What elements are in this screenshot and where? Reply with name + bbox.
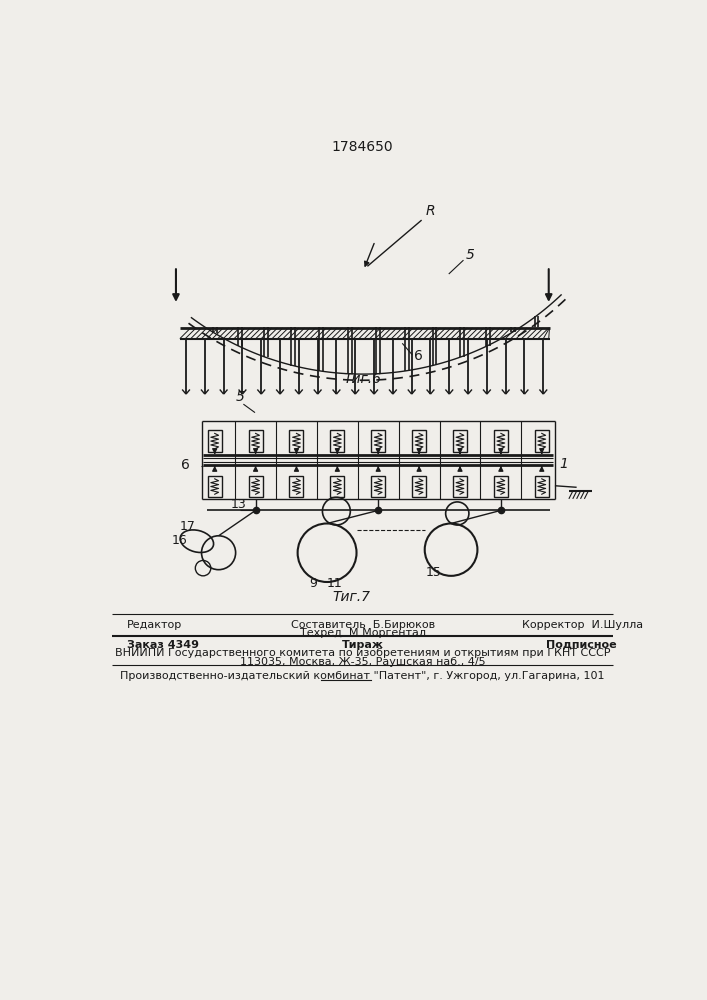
Text: Τиг.7: Τиг.7	[333, 590, 371, 604]
Bar	[289, 476, 303, 497]
Text: 5: 5	[466, 248, 474, 262]
Bar	[494, 476, 508, 497]
Text: R: R	[426, 204, 435, 218]
Bar	[249, 430, 262, 452]
Text: 15: 15	[426, 566, 441, 579]
Text: 6: 6	[414, 349, 423, 363]
Bar	[412, 476, 426, 497]
Text: Τиг.6: Τиг.6	[344, 372, 382, 386]
Bar	[534, 430, 549, 452]
Bar	[208, 430, 222, 452]
Bar	[371, 476, 385, 497]
Bar	[289, 430, 303, 452]
Text: Тираж: Тираж	[341, 640, 384, 650]
Text: 16: 16	[172, 534, 188, 546]
Text: 6: 6	[182, 458, 190, 472]
Text: Техред  М.Моргентал: Техред М.Моргентал	[300, 628, 426, 638]
Bar	[249, 476, 262, 497]
Bar	[208, 476, 222, 497]
Bar	[534, 476, 549, 497]
Text: 1: 1	[559, 457, 568, 471]
Text: Редактор: Редактор	[127, 620, 182, 630]
Text: Заказ 4349: Заказ 4349	[127, 640, 199, 650]
Text: 1784650: 1784650	[332, 140, 394, 154]
Text: 11: 11	[327, 577, 342, 590]
Text: Составитель  Б.Бирюков: Составитель Б.Бирюков	[291, 620, 435, 631]
Bar	[453, 476, 467, 497]
Bar	[494, 430, 508, 452]
Text: 113035, Москва, Ж-35, Раушская наб., 4/5: 113035, Москва, Ж-35, Раушская наб., 4/5	[240, 657, 486, 667]
Text: 5: 5	[235, 390, 245, 404]
Text: Подписное: Подписное	[546, 640, 617, 650]
Text: ВНИИПИ Государственного комитета по изобретениям и открытиям при ГКНТ СССР: ВНИИПИ Государственного комитета по изоб…	[115, 648, 610, 658]
Bar	[412, 430, 426, 452]
Text: 13: 13	[230, 498, 246, 511]
Bar	[453, 430, 467, 452]
Bar	[371, 430, 385, 452]
Text: Корректор  И.Шулла: Корректор И.Шулла	[522, 620, 643, 630]
Text: 9: 9	[309, 577, 317, 590]
Bar	[330, 430, 344, 452]
Bar	[330, 476, 344, 497]
Text: Производственно-издательский комбинат "Патент", г. Ужгород, ул.Гагарина, 101: Производственно-издательский комбинат "П…	[120, 671, 605, 681]
Text: 17: 17	[180, 520, 196, 533]
